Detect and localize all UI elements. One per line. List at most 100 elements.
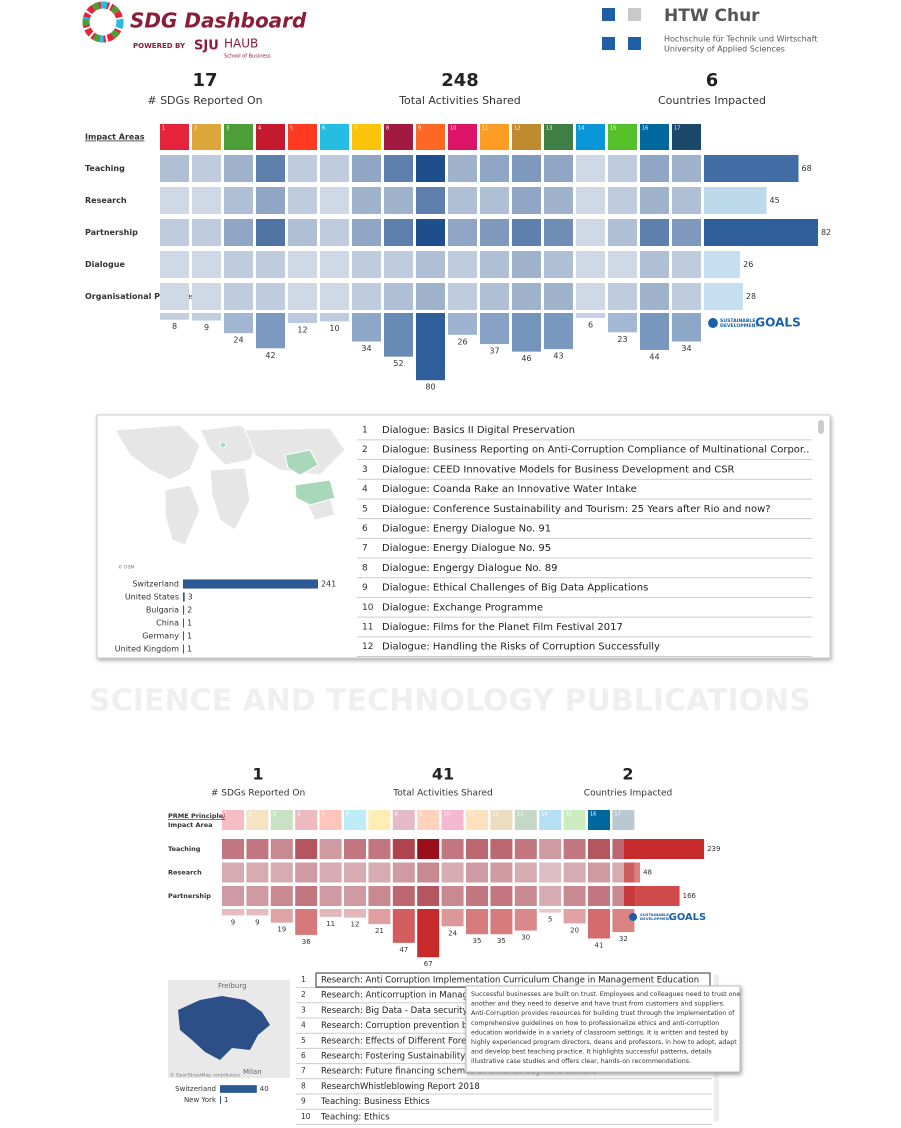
sju: SJU	[194, 39, 219, 54]
list-number: 11	[362, 623, 373, 633]
column-total-bar	[612, 909, 635, 933]
heat-cell	[320, 187, 349, 214]
heat-cell	[514, 839, 537, 859]
sdg-number: 14	[541, 812, 547, 818]
column-total-bar	[270, 909, 293, 923]
list-number: 1	[362, 426, 368, 436]
heat-cell	[640, 155, 669, 182]
row-label: Teaching	[168, 845, 201, 853]
column-total-label: 10	[329, 324, 339, 333]
column-total-bar	[608, 313, 637, 333]
heat-cell	[320, 219, 349, 246]
map-credit: © OpenStreetMap contributors	[170, 1072, 241, 1079]
heat-cell	[448, 283, 477, 310]
heat-cell	[672, 219, 701, 246]
sdg-number: 16	[590, 812, 596, 818]
heat-cell	[192, 155, 221, 182]
row-total-bar	[704, 283, 743, 310]
sdg-icon	[368, 810, 391, 830]
column-total-label: 19	[277, 926, 286, 934]
country-value: 1	[187, 619, 192, 628]
sdg-number: 7	[354, 126, 357, 132]
row-total-bar	[624, 839, 705, 859]
heat-cell	[288, 283, 317, 310]
sdg-number: 3	[226, 126, 229, 132]
heat-cell	[288, 155, 317, 182]
heat-cell	[256, 219, 285, 246]
list-title: Dialogue: Coanda Rake an Innovative Wate…	[382, 484, 637, 495]
land	[244, 427, 346, 476]
country-name: United States	[125, 593, 179, 602]
goals-line: DEVELOPMENT	[720, 323, 759, 329]
country-bar	[183, 631, 184, 641]
row-total-bar	[624, 862, 641, 883]
column-total-bar	[320, 313, 349, 322]
heat-cell	[539, 886, 562, 906]
sdg-number: 14	[578, 126, 584, 132]
column-total-label: 9	[204, 323, 209, 332]
row-label: Organisational Practices	[85, 292, 196, 301]
sdg-number: 3	[273, 812, 276, 818]
sdg-number: 8	[386, 126, 389, 132]
row-label: Partnership	[168, 892, 211, 900]
list-title: Dialogue: Energy Dialogue No. 95	[382, 543, 551, 554]
column-total-bar	[588, 909, 610, 939]
list-title: Research: Corruption prevention by me	[321, 1021, 489, 1031]
row-total-bar	[704, 155, 799, 182]
sdg-number: 13	[517, 812, 523, 818]
column-total-label: 9	[231, 918, 235, 926]
heat-cell	[544, 219, 573, 246]
heat-cell	[512, 155, 541, 182]
kpi-value: 1	[252, 765, 263, 784]
heat-cell	[288, 187, 317, 214]
heat-cell	[384, 283, 413, 310]
kpi-label: Total Activities Shared	[392, 789, 492, 799]
sdg-icon	[288, 124, 317, 150]
heat-cell	[246, 862, 269, 883]
heat-cell	[320, 251, 349, 278]
land	[114, 424, 201, 481]
heat-cell	[640, 219, 669, 246]
sdg-icon	[490, 810, 513, 830]
tooltip-line: another and they need to deserve and hav…	[471, 1001, 725, 1008]
heat-cell	[246, 886, 269, 906]
goals-word: GOALS	[755, 316, 801, 330]
tooltip-line: Anti-Corruption provides resources for b…	[471, 1010, 735, 1017]
country-name: Bulgaria	[146, 606, 179, 615]
heat-cell	[288, 219, 317, 246]
world-map	[114, 424, 346, 546]
heat-cell	[192, 219, 221, 246]
heat-cell	[295, 862, 318, 883]
list-number: 5	[362, 504, 368, 514]
heat-cell	[512, 283, 541, 310]
column-total-bar	[222, 909, 244, 916]
heat-cell	[640, 283, 669, 310]
kpi-label: Total Activities Shared	[398, 94, 521, 107]
heat-cell	[608, 219, 637, 246]
column-total-label: 67	[424, 960, 433, 968]
heat-cell	[352, 219, 381, 246]
heat-cell	[544, 283, 573, 310]
goals-line: DEVELOPMENT	[640, 916, 672, 921]
heat-cell	[672, 187, 701, 214]
column-total-bar	[160, 313, 189, 320]
tooltip-line: and develop best teaching practice. It h…	[471, 1049, 712, 1056]
row-total-bar	[704, 219, 818, 246]
sdg-icon	[320, 124, 349, 150]
heat-cell	[392, 886, 415, 906]
list-title: Research: Fostering Sustainability by M	[321, 1052, 488, 1062]
column-total-label: 24	[448, 929, 457, 937]
kpi-value: 248	[441, 70, 479, 91]
kpi-label: # SDGs Reported On	[211, 789, 305, 799]
sdg-icon	[344, 810, 366, 830]
heat-cell	[672, 251, 701, 278]
column-total-label: 44	[649, 352, 659, 361]
sdg-number: 7	[370, 812, 373, 818]
column-total-label: 36	[302, 938, 311, 946]
sdg-number: 15	[610, 126, 616, 132]
column-total-label: 21	[375, 927, 384, 935]
column-total-bar	[672, 313, 701, 342]
list-number: 8	[301, 1081, 306, 1090]
list-title: Dialogue: Business Reporting on Anti-Cor…	[382, 445, 809, 456]
goals-word: GOALS	[669, 912, 706, 923]
